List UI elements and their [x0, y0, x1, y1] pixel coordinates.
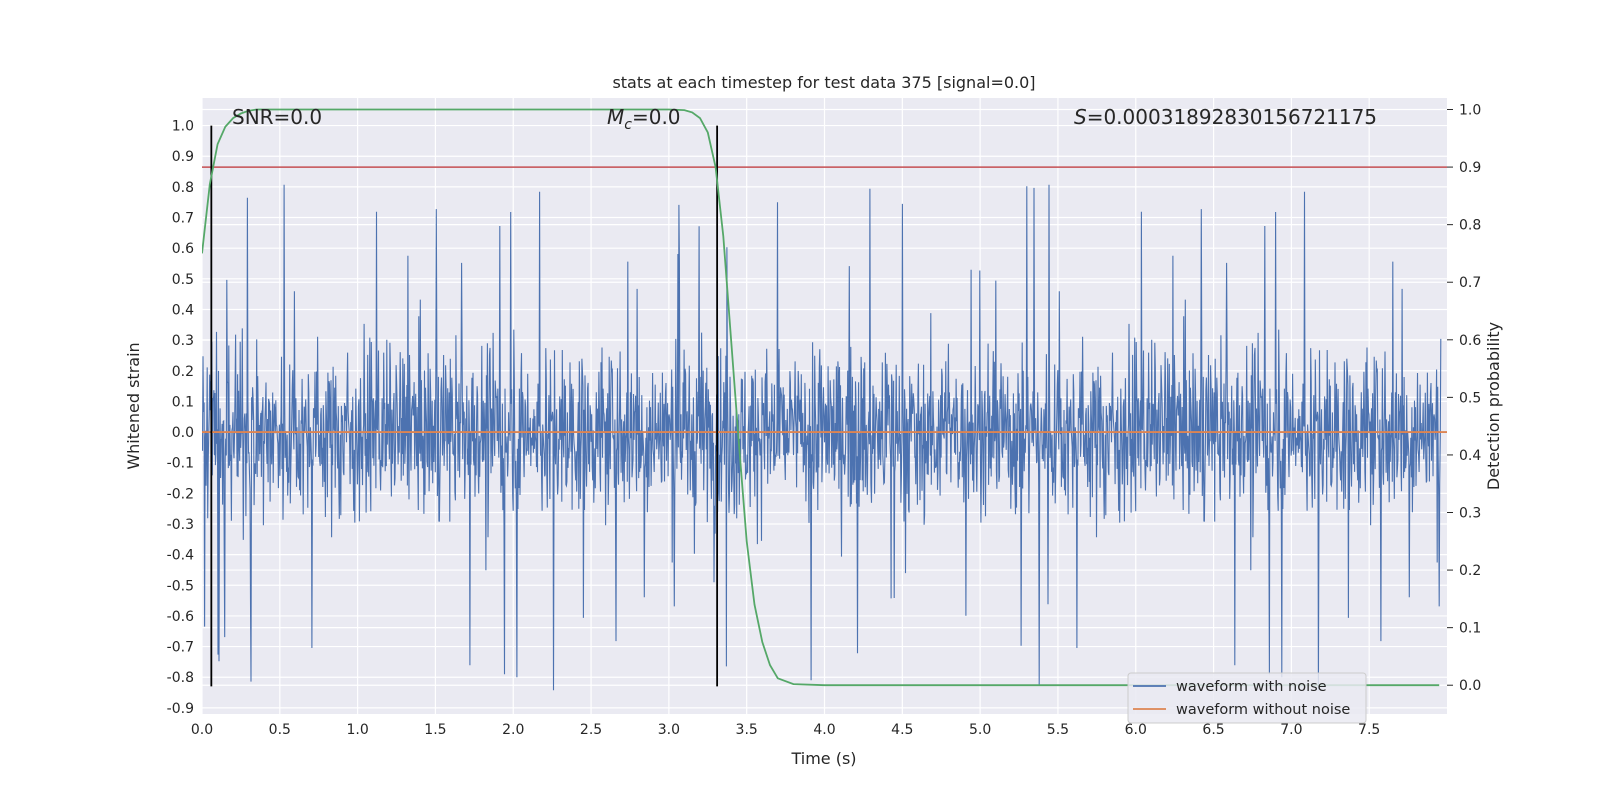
y2-tick-label: 1.0 [1459, 103, 1481, 119]
y2-tick-label: 0.1 [1459, 621, 1481, 637]
chirp-mass-subscript: c [624, 117, 632, 133]
score-symbol: S [1074, 105, 1087, 129]
y2-tick-label: 0.8 [1459, 218, 1481, 234]
x-tick-label: 6.0 [1125, 722, 1147, 738]
x-tick-label: 7.0 [1280, 722, 1302, 738]
x-tick-label: 0.5 [269, 722, 291, 738]
x-tick-label: 7.5 [1358, 722, 1380, 738]
x-tick-label: 5.5 [1047, 722, 1069, 738]
y-tick-label: 0.5 [172, 272, 194, 288]
y-tick-label: 1.0 [172, 119, 194, 135]
y-tick-label: -0.5 [167, 578, 194, 594]
y-tick-label: 0.4 [172, 302, 194, 318]
y-axis-ticks: 1.0 0.9 0.8 0.7 0.6 0.5 0.4 0.3 0.2 0.1 0.0 -0.1 -0.… [167, 119, 194, 717]
legend: waveform with noise waveform without noi… [1127, 672, 1367, 724]
y-tick-label: -0.8 [167, 670, 194, 686]
y-tick-label: 0.1 [172, 394, 194, 410]
chirp-mass-symbol: M [607, 105, 624, 129]
y2-axis-label: Detection probability [1484, 322, 1503, 490]
x-tick-label: 1.0 [346, 722, 368, 738]
snr-annotation: SNR=0.0 [232, 105, 322, 129]
y-tick-label: 0.6 [172, 241, 194, 257]
y2-tick-label: 0.4 [1459, 448, 1481, 464]
marker-lines [210, 125, 719, 687]
y-tick-label: -0.7 [167, 640, 194, 656]
y-tick-label: 0.0 [172, 425, 194, 441]
legend-label-clean: waveform without noise [1176, 702, 1350, 718]
x-tick-label: 6.5 [1202, 722, 1224, 738]
y-tick-label: -0.2 [167, 486, 194, 502]
y-tick-label: 0.3 [172, 333, 194, 349]
legend-box [1127, 672, 1367, 724]
y-tick-label: -0.6 [167, 609, 194, 625]
score-value: =0.00031892830156721175 [1087, 105, 1377, 129]
y2-tick-label: 0.7 [1459, 275, 1481, 291]
y-tick-label: -0.3 [167, 517, 194, 533]
y2-tick-label: 0.6 [1459, 333, 1481, 349]
chirp-mass-value: =0.0 [632, 105, 681, 129]
series-detection-probability [202, 108, 1440, 687]
chirp-mass-annotation: Mc=0.0 [607, 105, 681, 133]
x-tick-label: 4.0 [813, 722, 835, 738]
x-tick-label: 2.0 [502, 722, 524, 738]
x-tick-label: 2.5 [580, 722, 602, 738]
y2-tick-label: 0.3 [1459, 506, 1481, 522]
x-axis-ticks: 0.0 0.5 1.0 1.5 2.0 2.5 3.0 3.5 4.0 4.5 5.0 5.5 6.0 6… [191, 722, 1380, 738]
y-tick-label: -0.9 [167, 701, 194, 717]
y-tick-label: 0.8 [172, 180, 194, 196]
chart-title: stats at each timestep for test data 375… [612, 73, 1035, 92]
series-waveform-with-noise [202, 184, 1442, 691]
x-tick-label: 4.5 [891, 722, 913, 738]
y2-tick-label: 0.2 [1459, 563, 1481, 579]
y-tick-label: 0.2 [172, 364, 194, 380]
y2-tick-label: 0.5 [1459, 390, 1481, 406]
x-tick-label: 5.0 [969, 722, 991, 738]
y2-tick-label: 0.0 [1459, 678, 1481, 694]
x-tick-label: 1.5 [424, 722, 446, 738]
y-axis-label: Whitened strain [124, 342, 143, 469]
y2-axis-ticks: 1.0 0.9 0.8 0.7 0.6 0.5 0.4 0.3 0.2 0.1 0.0 [1447, 103, 1481, 694]
x-tick-label: 0.0 [191, 722, 213, 738]
legend-label-noise: waveform with noise [1176, 679, 1327, 695]
y-tick-label: -0.1 [167, 456, 194, 472]
y2-tick-label: 0.9 [1459, 160, 1481, 176]
y-tick-label: -0.4 [167, 548, 194, 564]
y-tick-label: 0.7 [172, 211, 194, 227]
x-tick-label: 3.5 [736, 722, 758, 738]
y-tick-label: 0.9 [172, 149, 194, 165]
x-tick-label: 3.0 [658, 722, 680, 738]
x-axis-label: Time (s) [790, 749, 856, 768]
score-annotation: S=0.00031892830156721175 [1074, 105, 1377, 129]
